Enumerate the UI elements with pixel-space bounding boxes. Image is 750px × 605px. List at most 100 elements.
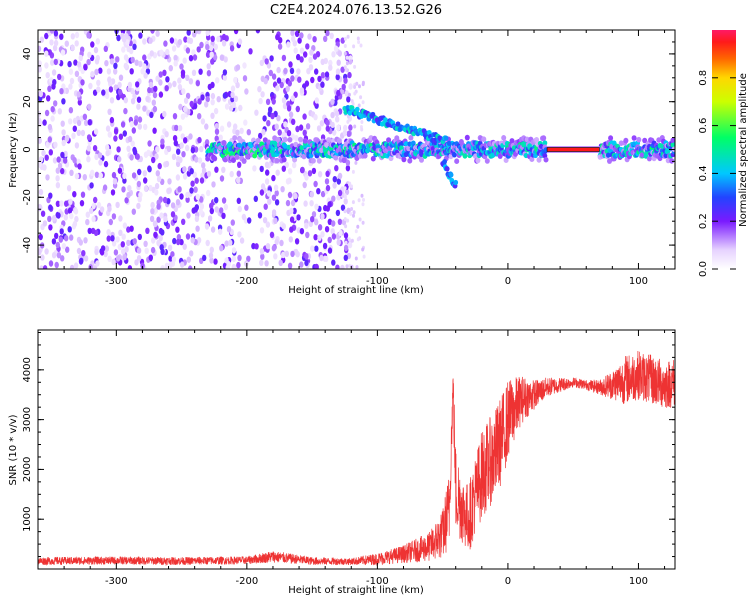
noise-blob: [310, 245, 315, 252]
noise-blob: [100, 245, 106, 252]
noise-blob: [47, 215, 52, 223]
noise-blob: [95, 38, 101, 45]
colorbar-tick-label: 0.0: [698, 261, 709, 277]
noise-blob: [93, 46, 99, 54]
noise-blob: [343, 217, 347, 222]
noise-blob: [47, 123, 53, 131]
noise-blob: [94, 171, 100, 178]
noise-blob: [163, 216, 168, 223]
noise-blob: [166, 187, 171, 195]
noise-blob: [46, 95, 51, 102]
noise-blob: [121, 248, 126, 255]
noise-blob: [340, 37, 345, 44]
noise-blob: [96, 201, 102, 209]
noise-blob: [127, 185, 132, 192]
noise-blob: [86, 58, 91, 66]
noise-blob: [284, 250, 289, 257]
noise-blob: [238, 104, 243, 112]
noise-blob: [121, 186, 126, 193]
noise-blob: [302, 129, 307, 137]
noise-blob: [74, 40, 79, 47]
noise-blob: [233, 123, 238, 130]
noise-blob: [85, 211, 91, 218]
noise-blob: [331, 259, 336, 266]
noise-blob: [264, 178, 270, 185]
noise-blob: [123, 97, 128, 104]
noise-blob: [111, 240, 117, 247]
noise-blob: [344, 240, 348, 245]
noise-blob: [317, 224, 323, 231]
noise-blob: [148, 81, 154, 89]
noise-blob: [159, 244, 164, 251]
branch-blob: [443, 135, 449, 141]
noise-blob: [72, 157, 77, 164]
noise-blob: [65, 246, 70, 253]
noise-blob: [208, 252, 214, 259]
noise-blob: [218, 228, 223, 235]
noise-blob: [314, 97, 319, 104]
noise-blob: [109, 58, 115, 65]
noise-blob: [127, 81, 133, 89]
noise-blob: [69, 264, 75, 269]
noise-blob: [293, 192, 298, 200]
noise-blob: [312, 53, 318, 60]
noise-blob: [343, 194, 347, 199]
signal-halo: [623, 137, 629, 144]
signal-halo: [541, 135, 547, 141]
noise-blob: [344, 90, 349, 97]
signal-halo: [234, 154, 240, 160]
noise-blob: [283, 67, 288, 75]
x-tick-label: -200: [236, 276, 259, 287]
signal-blob: [462, 153, 468, 159]
noise-blob: [330, 111, 335, 119]
noise-blob: [222, 92, 228, 99]
signal-blob: [542, 140, 548, 146]
noise-blob: [129, 121, 134, 128]
noise-blob: [317, 75, 322, 83]
noise-blob: [171, 256, 177, 263]
signal-halo: [388, 155, 394, 162]
noise-blob: [340, 66, 345, 73]
noise-blob: [66, 185, 72, 192]
noise-blob: [180, 69, 186, 76]
noise-blob: [61, 98, 66, 105]
noise-blob: [263, 203, 268, 210]
noise-blob: [241, 213, 247, 221]
y-tick-label: 20: [22, 95, 33, 108]
noise-blob: [133, 119, 138, 126]
noise-blob: [48, 224, 53, 231]
noise-blob: [331, 220, 336, 227]
noise-blob: [209, 257, 214, 264]
noise-blob: [284, 161, 289, 168]
noise-blob: [303, 51, 308, 58]
noise-blob: [126, 191, 131, 199]
signal-halo: [608, 135, 614, 141]
noise-blob: [49, 30, 55, 34]
noise-blob: [132, 238, 137, 245]
noise-blob: [344, 67, 348, 72]
noise-blob: [223, 56, 228, 63]
noise-blob: [148, 254, 153, 261]
noise-blob: [309, 200, 314, 207]
noise-blob: [307, 170, 313, 177]
noise-blob: [146, 149, 151, 156]
noise-blob: [104, 60, 109, 67]
noise-blob: [343, 244, 349, 252]
noise-blob: [197, 113, 202, 120]
noise-blob: [341, 83, 346, 91]
noise-blob: [233, 30, 239, 35]
noise-blob: [68, 107, 74, 114]
noise-blob: [362, 197, 365, 202]
noise-blob: [248, 48, 253, 55]
noise-blob: [145, 227, 150, 234]
noise-blob: [289, 67, 295, 75]
noise-blob: [52, 44, 58, 52]
noise-blob: [150, 201, 155, 209]
noise-blob: [212, 54, 218, 61]
noise-blob: [274, 190, 279, 197]
noise-blob: [352, 44, 356, 49]
signal-halo: [670, 137, 675, 144]
noise-blob: [237, 161, 242, 168]
noise-blob: [86, 145, 92, 152]
noise-blob: [63, 200, 69, 207]
